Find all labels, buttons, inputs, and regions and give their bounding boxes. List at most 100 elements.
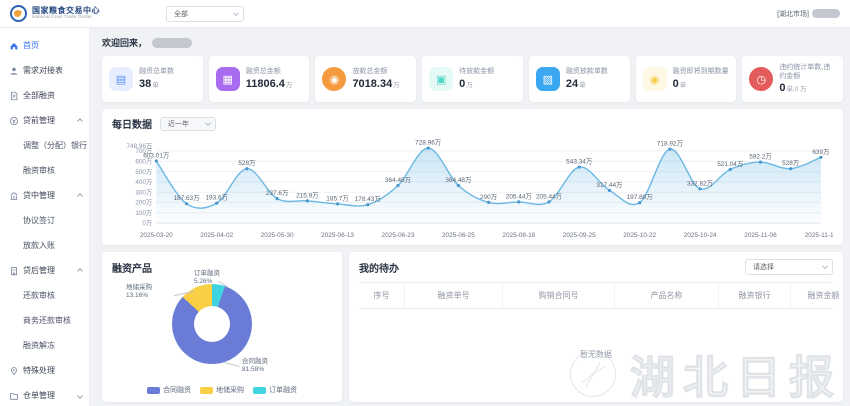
sidebar-item-all-financing[interactable]: 全部融资 [0,83,89,108]
sidebar-item-label: 贷中管理 [23,191,55,200]
svg-text:300万: 300万 [135,188,152,196]
sidebar-item-biz-repay-audit[interactable]: 商务还款审核 [0,308,89,333]
svg-text:193.6万: 193.6万 [205,194,228,202]
sidebar-item-financing-unfreeze[interactable]: 融资解冻 [0,333,89,358]
pie-callout-local-purchase: 地储采购 13.16% [126,284,152,300]
stat-card: ◷ 违约统计单数,违约金额 0单,0 万 [742,56,844,102]
chevron-up-icon [77,192,83,199]
legend-item-contract-financing[interactable]: 合同融资 [147,385,191,395]
sidebar-item-special[interactable]: 特殊处理 [0,358,89,383]
sidebar-item-warehouse[interactable]: 仓单管理 [0,383,89,406]
svg-text:2025-09-25: 2025-09-25 [563,232,596,239]
box-icon: ▦ [215,67,240,91]
svg-text:100万: 100万 [135,209,152,217]
svg-text:178.43万: 178.43万 [355,195,382,203]
sidebar-item-financing-audit[interactable]: 融资审核 [0,158,89,183]
pie-callout-contract-financing: 合同融资 81.58% [242,358,268,374]
sidebar-item-label: 还款审核 [23,291,55,300]
todo-column-header: 购销合同号 [503,283,615,308]
sidebar-item-label: 贷后管理 [23,266,55,275]
stat-value: 38单 [139,77,159,90]
sidebar-item-label: 贷前管理 [23,116,55,125]
sidebar-item-post-loan[interactable]: 贷后管理 [0,258,89,283]
svg-text:0万: 0万 [142,219,152,227]
svg-text:364.48万: 364.48万 [445,176,472,184]
doc-icon [9,91,19,101]
redacted-username [152,37,193,48]
legend-item-local-purchase[interactable]: 地储采购 [200,385,244,395]
main-content: 欢迎回来， ▤ 融资总单数 38单 ▦ 融资总金额 11806.4万 ◉ 放款总金额 7018.… [90,28,850,406]
svg-text:521.04万: 521.04万 [717,160,744,168]
legend-swatch [253,386,266,394]
todo-filter-select[interactable]: 请选择 [745,259,833,275]
svg-text:215.9万: 215.9万 [296,191,319,199]
svg-text:332.82万: 332.82万 [687,179,714,187]
sidebar-item-label: 协议签订 [23,216,55,225]
stat-card: ▣ 待放款金额 0万 [422,56,523,102]
stat-label: 融资总金额 [245,68,281,76]
market-filter-value: 全部 [174,10,188,18]
brand-subtitle: National Grain Trade Center [32,15,92,21]
financing-products-title: 融资产品 [112,264,152,275]
sidebar-item-label: 放款入账 [23,241,55,250]
stat-card: ▦ 融资总金额 11806.4万 [208,56,310,102]
stat-value: 7018.34万 [352,77,400,90]
sidebar-item-label: 融资审核 [23,166,55,175]
sidebar-item-label: 全部融资 [23,91,55,100]
svg-text:205.44万: 205.44万 [506,192,533,200]
market-filter-select[interactable]: 全部 [166,5,244,22]
pie-legend: 合同融资 地储采购 订单融资 [102,385,342,395]
chevron-up-icon [77,117,83,124]
sidebar-item-home[interactable]: 首页 [0,33,89,58]
file-icon: ▤ [109,67,133,91]
stat-value: 11806.4万 [245,77,293,90]
sidebar-item-label: 需求对接表 [23,66,63,75]
svg-text:364.48万: 364.48万 [385,176,412,184]
svg-text:700万: 700万 [135,147,152,155]
sidebar-nav: 首页需求对接表全部融资贷前管理调整（分配）银行融资审核贷中管理协议签订放款入账贷… [0,28,90,406]
financing-products-card: 融资产品 订单融资 5.26% 地储采购 13.16% 合同融资 [102,252,342,402]
chevron-down-icon [822,263,828,270]
user-icon [9,66,19,76]
date-range-select[interactable]: 近一年 [160,116,216,131]
sidebar-item-repay-audit[interactable]: 还款审核 [0,283,89,308]
sidebar-item-label: 融资解冻 [23,341,55,350]
svg-text:2025-03-20: 2025-03-20 [140,232,173,239]
svg-text:500万: 500万 [135,168,152,176]
svg-text:718.92万: 718.92万 [657,140,684,148]
sidebar-item-agreement-sign[interactable]: 协议签订 [0,208,89,233]
svg-text:639万: 639万 [812,148,830,156]
svg-text:528万: 528万 [238,159,256,167]
stat-card: ▨ 融资放款单数 24单 [528,56,630,102]
stats-row: ▤ 融资总单数 38单 ▦ 融资总金额 11806.4万 ◉ 放款总金额 7018.34万 ▣ 待放… [102,56,844,102]
todo-column-header: 产品名称 [615,283,719,308]
svg-text:205.44万: 205.44万 [536,192,563,200]
svg-text:600万: 600万 [135,158,152,166]
stat-value: 0单 [672,77,687,90]
coin-icon: ◉ [322,67,347,91]
redacted-username [812,9,840,18]
my-todo-card: 我的待办 请选择 序号融资单号购销合同号产品名称融资银行融资金额流程节点 暂无数… [349,252,843,402]
sidebar-item-pre-loan[interactable]: 贷前管理 [0,108,89,133]
legend-item-order-financing[interactable]: 订单融资 [253,385,297,395]
svg-text:237.6万: 237.6万 [266,189,289,197]
sidebar-item-adjust-bank[interactable]: 调整（分配）银行 [0,133,89,158]
top-bar: 国家粮食交易中心 National Grain Trade Center 全部 … [0,0,850,28]
stat-value: 24单 [565,77,586,90]
legend-swatch [147,386,160,394]
sidebar-item-mid-loan[interactable]: 贷中管理 [0,183,89,208]
svg-text:2025-06-23: 2025-06-23 [382,232,415,239]
user-area[interactable]: [湖北市场] [777,9,840,19]
sidebar-item-demand-table[interactable]: 需求对接表 [0,58,89,83]
sidebar-item-loan-entry[interactable]: 放款入账 [0,233,89,258]
svg-text:728.96万: 728.96万 [415,139,442,147]
daily-data-title: 每日数据 [112,120,152,131]
sidebar-item-label: 商务还款审核 [23,316,71,325]
sidebar-item-label: 首页 [23,41,39,50]
shield-icon: ▣ [429,67,454,91]
folder-icon [9,391,19,401]
coins-icon [9,116,19,126]
todo-column-header: 融资银行 [719,283,791,308]
